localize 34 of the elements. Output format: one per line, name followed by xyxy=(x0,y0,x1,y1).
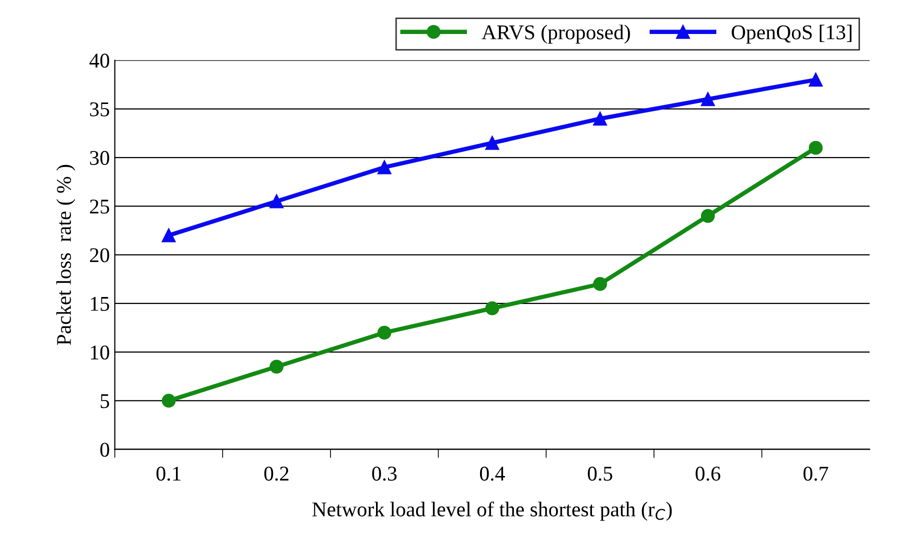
point xyxy=(700,92,715,106)
x-tick-label: 0.4 xyxy=(480,466,505,481)
y-tick-label: 35 xyxy=(90,102,110,116)
x-tick-label: 0.3 xyxy=(372,466,397,481)
y-tick-label: 0 xyxy=(100,442,110,457)
point xyxy=(808,140,823,155)
y-axis-title: Packet loss rate ( % ) xyxy=(56,164,76,346)
y-tick-label: 15 xyxy=(90,296,110,311)
point xyxy=(593,277,608,291)
legend-label: OpenQoS [13] xyxy=(732,24,852,44)
point xyxy=(270,194,284,208)
y-tick-label: 5 xyxy=(100,394,110,408)
point xyxy=(808,72,823,87)
point xyxy=(700,208,715,223)
point xyxy=(377,326,392,340)
point xyxy=(162,394,176,408)
point xyxy=(593,112,608,126)
y-tick-label: 20 xyxy=(90,248,110,262)
point xyxy=(162,228,176,242)
x-tick-label: 0.6 xyxy=(696,466,720,481)
x-tick-label: 0.5 xyxy=(588,466,612,481)
point xyxy=(485,301,500,316)
y-tick-label: 25 xyxy=(90,200,110,214)
x-axis-title: Network load level of the shortest path (r$_{C}$) xyxy=(312,502,672,521)
y-tick-label: 30 xyxy=(90,150,110,165)
legend-label: ARVS (proposed) xyxy=(482,24,630,44)
point xyxy=(270,360,284,374)
y-tick-label: 10 xyxy=(90,345,110,360)
y-tick-label: 40 xyxy=(90,54,110,68)
x-tick-label: 0.7 xyxy=(804,466,828,481)
x-tick-label: 0.2 xyxy=(264,466,288,481)
x-tick-label: 0.1 xyxy=(156,466,180,481)
point xyxy=(377,160,392,174)
point xyxy=(485,136,500,150)
